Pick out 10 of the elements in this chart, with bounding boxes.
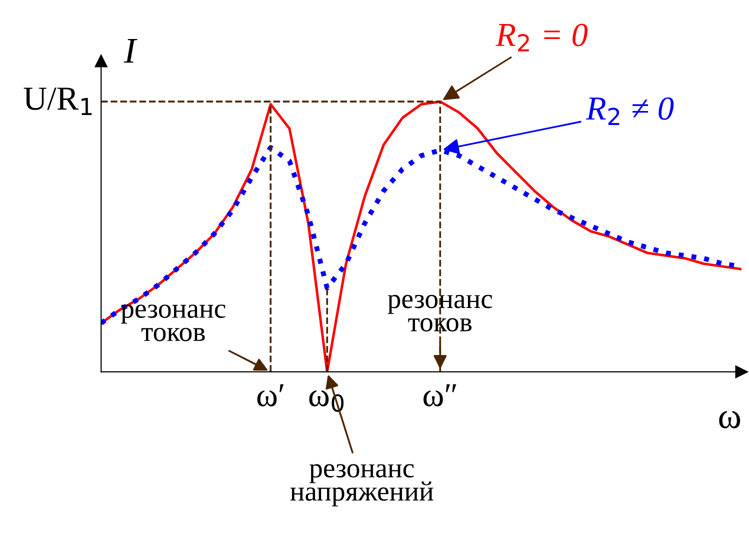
annotation: резонанс токов — [388, 294, 492, 332]
text: R$_{2}$ ≠ 0 — [586, 97, 674, 125]
x-axis-title: ω — [719, 411, 740, 428]
x-tick-label: ω′ — [257, 384, 284, 406]
x-tick-label: ω″ — [424, 384, 456, 406]
annotation: резонанс напряжений — [290, 464, 434, 506]
y-axis-title: I — [124, 39, 138, 63]
text: R$_{2}$ = 0 — [496, 24, 588, 52]
annotation: резонанс токов — [121, 304, 226, 342]
ref-line-label: U/R$_{1}$ — [24, 88, 92, 116]
